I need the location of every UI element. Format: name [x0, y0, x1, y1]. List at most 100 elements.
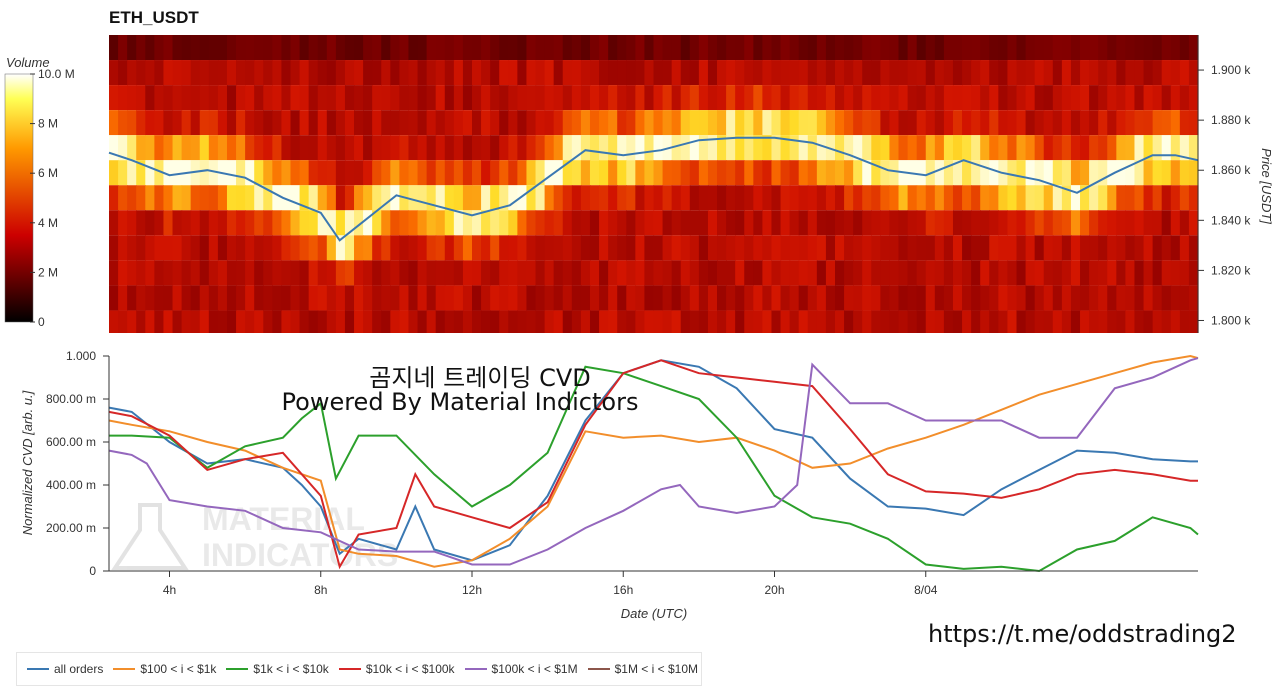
cvd-y-tick-label: 1.000 — [66, 349, 96, 363]
heatmap-cell — [925, 235, 936, 261]
heatmap-cell — [1080, 210, 1090, 236]
heatmap-cell — [671, 185, 682, 211]
colorbar-tick-label: 10.0 M — [38, 67, 75, 81]
heatmap-cell — [717, 60, 727, 86]
heatmap-cell — [435, 60, 446, 86]
legend-item[interactable]: $100k < i < $1M — [464, 662, 578, 676]
heatmap-cell — [354, 235, 364, 261]
heatmap-cell — [907, 210, 918, 236]
heatmap-cell — [1007, 285, 1018, 311]
heatmap-cell — [245, 185, 255, 211]
heatmap-cell — [1043, 85, 1054, 111]
heatmap-cell — [980, 60, 990, 86]
heatmap-cell — [798, 235, 809, 261]
heatmap-cell — [907, 110, 918, 136]
heatmap-cell — [181, 135, 192, 161]
heatmap-cell — [1152, 60, 1163, 86]
colorbar-tick-label: 6 M — [38, 166, 58, 180]
heatmap-cell — [1070, 310, 1081, 333]
heatmap-cell — [399, 35, 410, 61]
heatmap-cell — [363, 310, 373, 333]
heatmap-cell — [281, 310, 292, 333]
heatmap-cell — [580, 260, 591, 286]
heatmap-cell — [562, 210, 573, 236]
heatmap-cell — [835, 260, 845, 286]
heatmap-cell — [199, 135, 210, 161]
heatmap-cell — [1025, 310, 1036, 333]
heatmap-cell — [236, 110, 246, 136]
legend-item[interactable]: $1k < i < $10k — [226, 662, 329, 676]
heatmap-cell — [1070, 135, 1081, 161]
heatmap-cell — [971, 110, 981, 136]
heatmap-cell — [653, 285, 664, 311]
legend-item[interactable]: $10k < i < $100k — [338, 662, 455, 676]
heatmap-cell — [1007, 210, 1018, 236]
heatmap-cell — [190, 135, 201, 161]
heatmap-cell — [154, 310, 165, 333]
heatmap-cell — [118, 110, 128, 136]
heatmap-cell — [363, 160, 373, 186]
heatmap-cell — [181, 285, 192, 311]
heatmap-cell — [417, 60, 428, 86]
heatmap-cell — [372, 285, 382, 311]
legend-item[interactable]: all orders — [27, 662, 103, 676]
heatmap-cell — [118, 135, 128, 161]
heatmap-cell — [199, 85, 210, 111]
heatmap-cell — [789, 310, 800, 333]
heatmap-cell — [490, 235, 500, 261]
heatmap-cell — [1161, 185, 1172, 211]
heatmap-cell — [1061, 285, 1072, 311]
heatmap-cell — [417, 110, 428, 136]
heatmap-cell — [1134, 110, 1145, 136]
heatmap-cell — [1034, 110, 1045, 136]
heatmap-cell — [898, 310, 909, 333]
heatmap-cell — [726, 110, 736, 136]
heatmap-cell — [835, 85, 845, 111]
heatmap-cell — [1089, 260, 1099, 286]
heatmap-cell — [889, 35, 900, 61]
heatmap-cell — [735, 110, 745, 136]
heatmap-cell — [644, 110, 655, 136]
heatmap-cell — [272, 110, 283, 136]
heatmap-cell — [1043, 210, 1054, 236]
heatmap-cell — [553, 310, 564, 333]
telegram-link[interactable]: https://t.me/oddstrading2 — [928, 620, 1237, 648]
heatmap-cell — [998, 135, 1009, 161]
heatmap-cell — [689, 60, 700, 86]
heatmap-cell — [472, 235, 482, 261]
heatmap-cell — [263, 235, 273, 261]
heatmap-cell — [426, 210, 437, 236]
heatmap-cell — [499, 260, 509, 286]
heatmap-cell — [390, 35, 400, 61]
heatmap-cell — [435, 310, 446, 333]
legend-item[interactable]: $1M < i < $10M — [587, 662, 698, 676]
heatmap-cell — [226, 110, 237, 136]
heatmap-cell — [626, 285, 636, 311]
heatmap-cell — [109, 235, 119, 261]
heatmap-cell — [390, 60, 400, 86]
heatmap-cell — [399, 160, 410, 186]
heatmap-cell — [254, 185, 264, 211]
heatmap-cell — [862, 310, 872, 333]
heatmap-cell — [717, 285, 727, 311]
heatmap-cell — [626, 160, 636, 186]
heatmap-cell — [835, 210, 845, 236]
heatmap-cell — [744, 285, 754, 311]
heatmap-cell — [408, 260, 419, 286]
heatmap-cell — [680, 310, 691, 333]
heatmap-cell — [127, 135, 137, 161]
heatmap-cell — [553, 110, 564, 136]
heatmap-cell — [862, 35, 872, 61]
heatmap-cell — [399, 310, 410, 333]
heatmap-cell — [952, 260, 963, 286]
heatmap-cell — [136, 160, 146, 186]
heatmap-cell — [1061, 185, 1072, 211]
heatmap-cell — [417, 185, 428, 211]
heatmap-cell — [299, 160, 310, 186]
heatmap-cell — [1034, 185, 1045, 211]
legend-item[interactable]: $100 < i < $1k — [113, 662, 216, 676]
heatmap-cell — [680, 185, 691, 211]
heatmap-cell — [1098, 110, 1108, 136]
heatmap-cell — [1134, 310, 1145, 333]
